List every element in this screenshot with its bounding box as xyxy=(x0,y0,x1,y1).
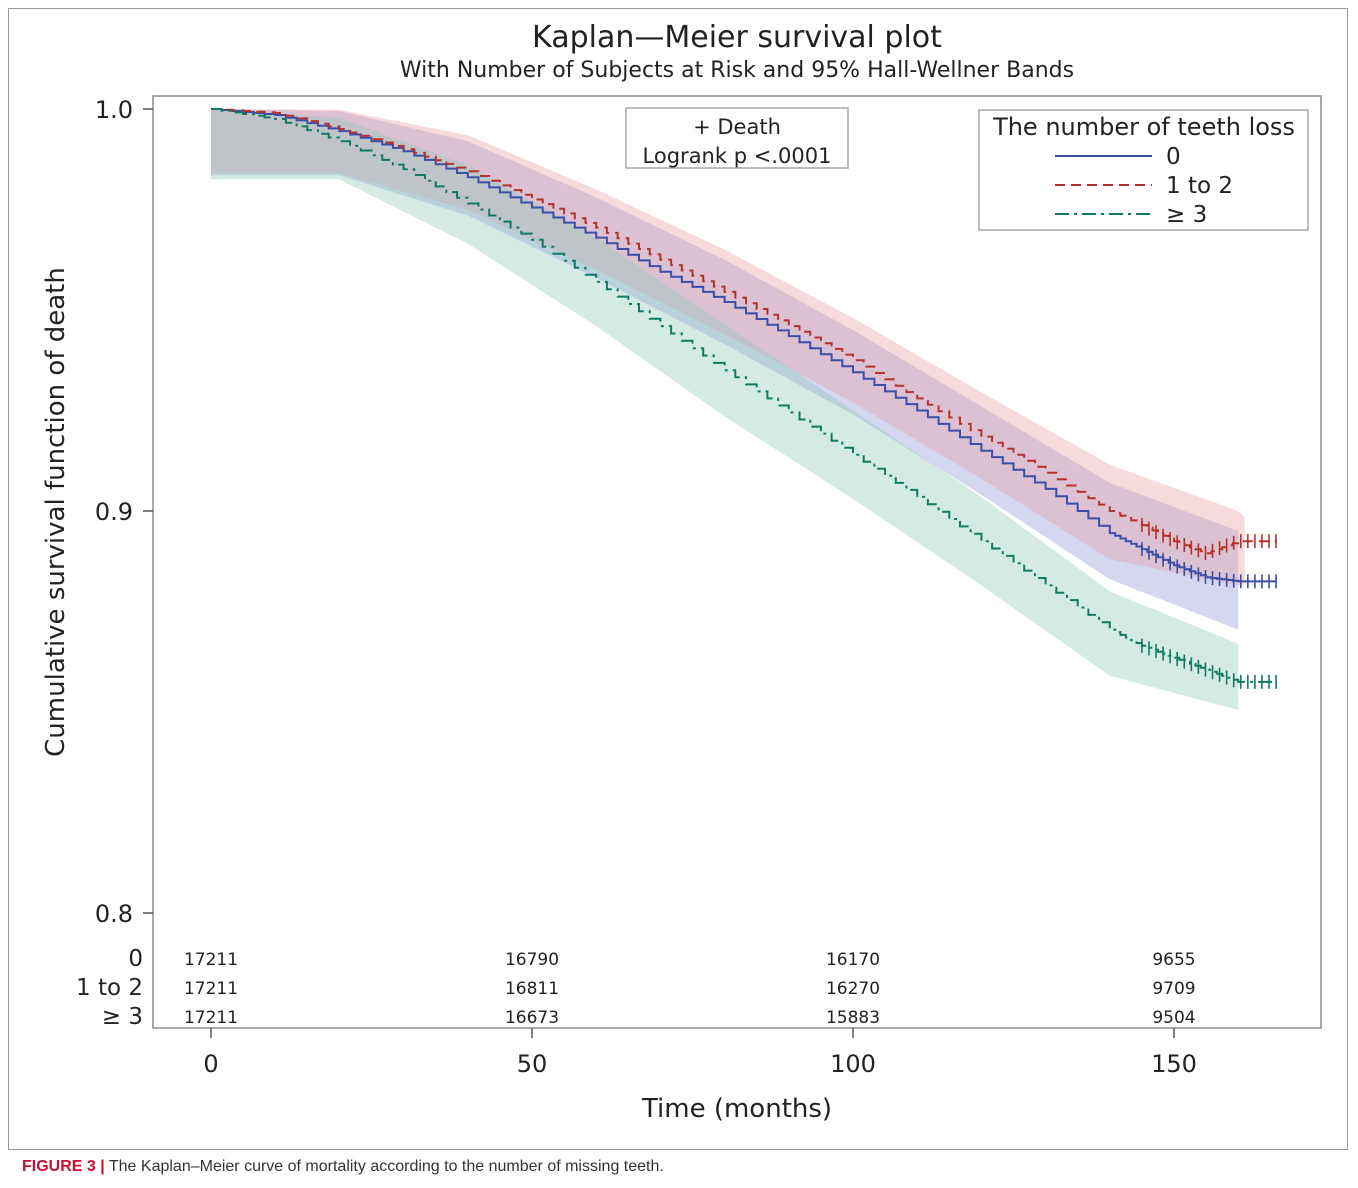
band-0 xyxy=(211,109,1239,630)
legend-label-2: ≥ 3 xyxy=(1166,202,1207,228)
legend-frame xyxy=(978,109,1309,231)
figure-caption: FIGURE 3 | The Kaplan–Meier curve of mor… xyxy=(22,1158,664,1176)
y-axis: 0.8 0.9 1.0 xyxy=(95,96,153,928)
y-tick-label: 1.0 xyxy=(95,96,133,124)
at-risk-count: 17211 xyxy=(184,1008,238,1028)
x-tick-label: 100 xyxy=(830,1050,876,1078)
inset-frame xyxy=(625,107,849,169)
figure-frame xyxy=(8,8,1348,1150)
band-2 xyxy=(211,109,1239,710)
at-risk-count: 9709 xyxy=(1152,979,1195,999)
inset-box: + Death Logrank p <.0001 xyxy=(625,107,849,169)
caption-label: FIGURE 3 | xyxy=(22,1158,105,1175)
legend-title: The number of teeth loss xyxy=(992,113,1295,141)
at-risk-row-label: 1 to 2 xyxy=(76,975,143,1001)
at-risk-count: 15883 xyxy=(826,1008,880,1028)
x-tick-label: 150 xyxy=(1151,1050,1197,1078)
caption-text: The Kaplan–Meier curve of mortality acco… xyxy=(104,1158,664,1175)
at-risk-count: 16270 xyxy=(826,979,880,999)
curve-2 xyxy=(211,108,1277,683)
inset-death-label: + Death xyxy=(693,115,781,139)
x-axis-label: Time (months) xyxy=(641,1094,832,1124)
legend-entries: 0 1 to 2 ≥ 3 xyxy=(1055,144,1233,228)
censor-marks xyxy=(1141,518,1277,689)
curve-1 xyxy=(211,108,1277,555)
legend-label-0: 0 xyxy=(1166,144,1181,170)
legend-label-1: 1 to 2 xyxy=(1166,173,1233,199)
y-tick-label: 0.8 xyxy=(95,900,133,928)
confidence-bands xyxy=(211,109,1245,710)
inset-logrank-label: Logrank p <.0001 xyxy=(643,144,832,168)
at-risk-table: 0 17211 16790 16170 9655 1 to 2 17211 16811 1627… xyxy=(76,946,1196,1030)
at-risk-count: 9504 xyxy=(1152,1008,1195,1028)
chart-title: Kaplan—Meier survival plot xyxy=(532,20,942,55)
at-risk-row-label: 0 xyxy=(128,946,143,972)
at-risk-count: 17211 xyxy=(184,979,238,999)
at-risk-count: 9655 xyxy=(1152,950,1195,970)
at-risk-count: 16673 xyxy=(505,1008,559,1028)
at-risk-count: 16790 xyxy=(505,950,559,970)
legend: The number of teeth loss 0 1 to 2 ≥ 3 xyxy=(978,109,1309,231)
at-risk-count: 16811 xyxy=(505,979,559,999)
chart-subtitle: With Number of Subjects at Risk and 95% … xyxy=(400,58,1074,83)
survival-curves xyxy=(211,108,1277,683)
y-tick-label: 0.9 xyxy=(95,498,133,526)
at-risk-row-label: ≥ 3 xyxy=(102,1004,143,1030)
plot-area xyxy=(152,95,1322,1029)
at-risk-count: 17211 xyxy=(184,950,238,970)
y-axis-label: Cumulative survival function of death xyxy=(41,267,71,757)
x-tick-label: 0 xyxy=(203,1050,218,1078)
at-risk-count: 16170 xyxy=(826,950,880,970)
x-axis: 0 50 100 150 xyxy=(203,1028,1197,1078)
x-tick-label: 50 xyxy=(517,1050,548,1078)
band-1 xyxy=(211,109,1245,586)
